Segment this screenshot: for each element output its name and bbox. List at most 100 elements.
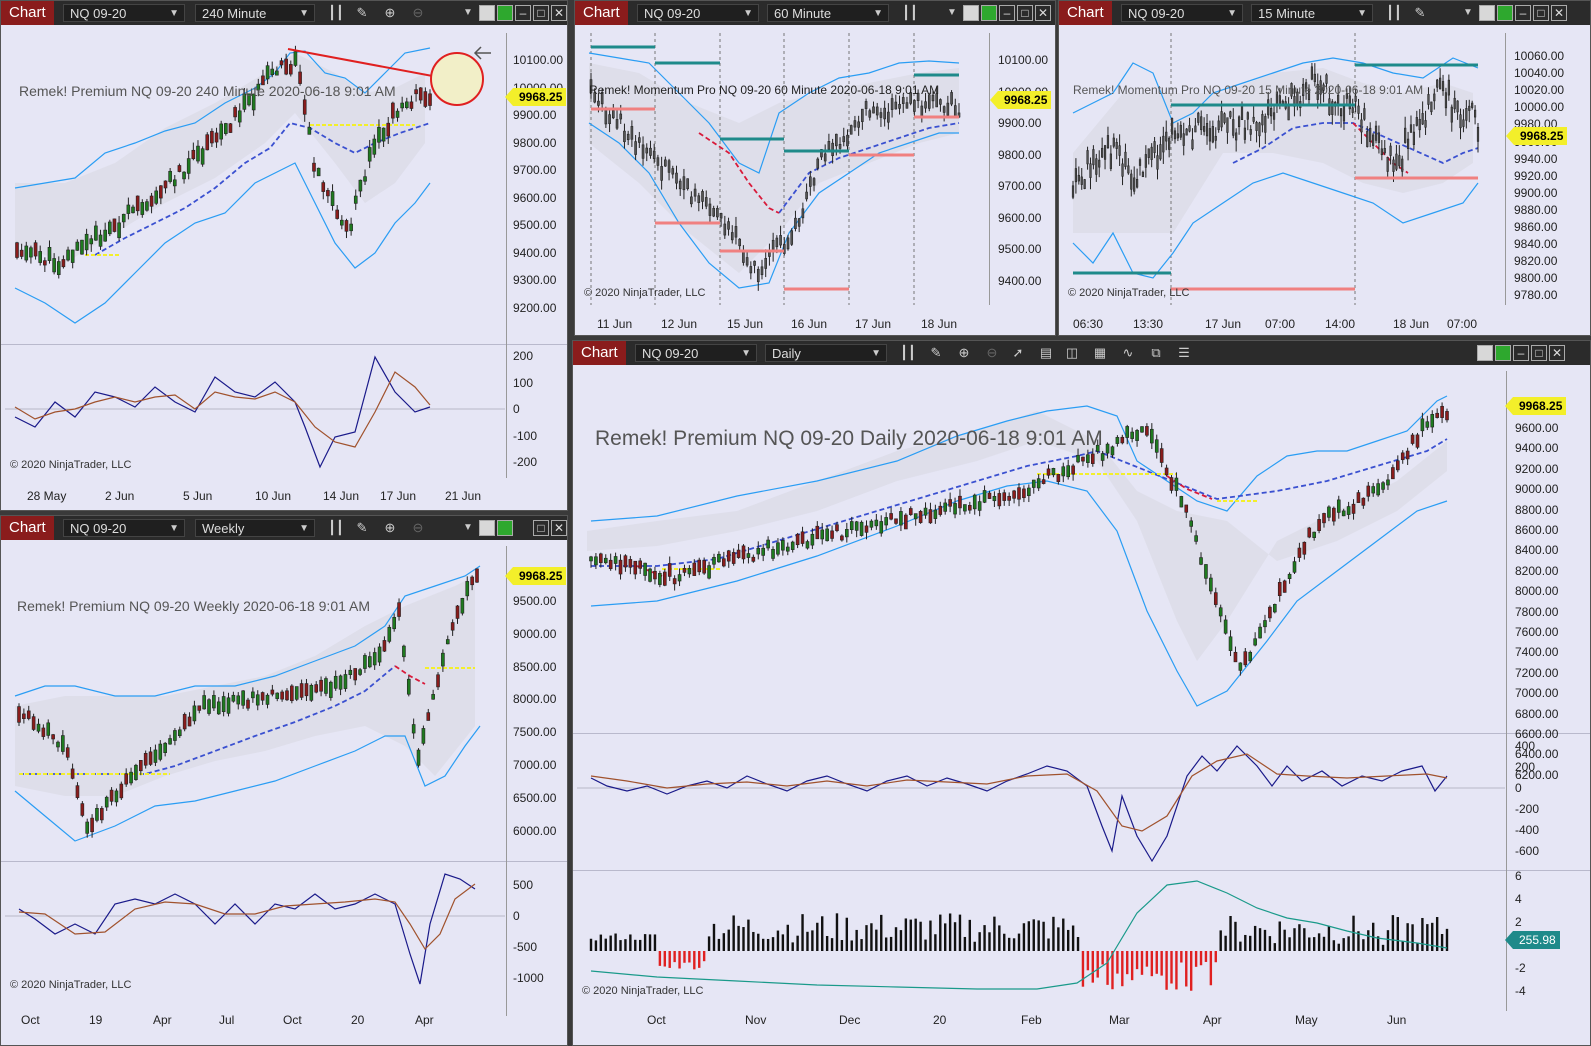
- bar-type-icon[interactable]: ┃┃: [1386, 5, 1402, 20]
- instrument-select[interactable]: NQ 09-20 ▼: [637, 4, 759, 22]
- window-option-button[interactable]: [1477, 345, 1493, 361]
- chevron-down-icon[interactable]: ▼: [463, 522, 473, 533]
- interval-select[interactable]: 240 Minute ▼: [195, 4, 315, 22]
- zoom-in-icon[interactable]: ⊕: [384, 5, 396, 20]
- draw-pencil-icon[interactable]: ✎: [356, 520, 368, 535]
- price-axis[interactable]: 9500.00 9000.00 8500.00 8000.00 7500.00 7000.…: [504, 546, 567, 1016]
- link-green-button[interactable]: [981, 5, 997, 21]
- maximize-button[interactable]: □: [1533, 5, 1549, 21]
- list-icon[interactable]: ☰: [1178, 345, 1190, 360]
- time-axis[interactable]: 11 Jun 12 Jun 15 Jun 16 Jun 17 Jun 18 Jun: [579, 315, 987, 333]
- zoom-in-icon[interactable]: ⊕: [384, 520, 396, 535]
- price-axis[interactable]: 10100.0010000.009900.009800.009700.00960…: [989, 33, 1055, 305]
- maximize-button[interactable]: □: [533, 520, 549, 536]
- link-green-button[interactable]: [497, 520, 513, 536]
- snapshot-icon[interactable]: ⧉: [1151, 345, 1161, 360]
- oscillator-panel[interactable]: [577, 736, 1505, 869]
- instrument-select[interactable]: NQ 09-20 ▼: [1121, 4, 1243, 22]
- histogram-panel[interactable]: © 2020 NinjaTrader, LLC: [577, 873, 1505, 1008]
- strategies-icon[interactable]: ▦: [1093, 345, 1107, 360]
- candle: [1120, 436, 1125, 444]
- histogram-bar: [702, 951, 706, 962]
- interval-select[interactable]: 15 Minute ▼: [1251, 4, 1373, 22]
- price-axis[interactable]: 10100.0010000.009900.009800.009700.00960…: [504, 33, 567, 478]
- zoom-out-icon[interactable]: ⊖: [986, 345, 998, 360]
- properties-icon[interactable]: ◫: [1065, 345, 1079, 360]
- histogram-bar: [1406, 923, 1409, 951]
- candle: [687, 568, 692, 575]
- chevron-down-icon[interactable]: ▼: [1463, 7, 1473, 18]
- osc-tick-label: 0: [513, 909, 520, 923]
- time-axis[interactable]: Oct 19 Apr Jul Oct 20 Apr: [5, 1011, 505, 1031]
- minimize-button[interactable]: –: [999, 5, 1015, 21]
- close-button[interactable]: ✕: [1549, 345, 1565, 361]
- candle: [1235, 132, 1238, 141]
- chevron-down-icon[interactable]: ▼: [947, 7, 957, 18]
- candle: [256, 83, 261, 91]
- bar-type-icon[interactable]: ┃┃: [902, 5, 918, 20]
- draw-pencil-icon[interactable]: ✎: [930, 345, 942, 360]
- interval-select[interactable]: Weekly ▼: [195, 519, 315, 537]
- histogram-bar: [634, 939, 637, 951]
- maximize-button[interactable]: □: [1531, 345, 1547, 361]
- price-axis[interactable]: 10060.00 10040.00 10020.00 10000.00 9980.00 9…: [1505, 33, 1590, 305]
- time-axis[interactable]: Oct Nov Dec 20 Feb Mar Apr May Jun: [577, 1011, 1505, 1031]
- minimize-button[interactable]: –: [1515, 5, 1531, 21]
- candle: [1077, 174, 1080, 182]
- window-option-button[interactable]: [479, 5, 495, 21]
- candle: [1105, 443, 1110, 454]
- link-green-button[interactable]: [497, 5, 513, 21]
- link-green-button[interactable]: [1495, 345, 1511, 361]
- link-green-button[interactable]: [1497, 5, 1513, 21]
- zoom-in-icon[interactable]: ⊕: [958, 345, 970, 360]
- bar-type-icon[interactable]: ┃┃: [328, 5, 344, 20]
- maximize-button[interactable]: □: [533, 5, 549, 21]
- time-axis[interactable]: 28 May 2 Jun 5 Jun 10 Jun 14 Jun 17 Jun 21 Jun: [5, 487, 505, 507]
- indicators-icon[interactable]: ∿: [1122, 345, 1134, 360]
- oscillator-panel[interactable]: © 2020 NinjaTrader, LLC: [5, 347, 505, 477]
- hist-tick-label: -2: [1515, 961, 1526, 975]
- instrument-select[interactable]: NQ 09-20 ▼: [635, 344, 757, 362]
- oscillator-panel[interactable]: © 2020 NinjaTrader, LLC: [5, 864, 505, 1009]
- interval-select[interactable]: Daily ▼: [765, 344, 887, 362]
- price-panel[interactable]: Remek! Premium NQ 09-20 Weekly 2020-06-1…: [5, 546, 505, 859]
- close-button[interactable]: ✕: [551, 5, 567, 21]
- maximize-button[interactable]: □: [1017, 5, 1033, 21]
- candle: [682, 568, 687, 573]
- chevron-down-icon[interactable]: ▼: [463, 7, 473, 18]
- candle: [939, 99, 942, 105]
- candle: [950, 92, 953, 105]
- chart-tab[interactable]: Chart: [1, 516, 54, 540]
- chart-tab[interactable]: Chart: [575, 1, 628, 25]
- chart-tab[interactable]: Chart: [1, 1, 54, 25]
- bar-type-icon[interactable]: ┃┃: [900, 345, 916, 360]
- chart-tab[interactable]: Chart: [1059, 1, 1112, 25]
- close-button[interactable]: ✕: [551, 520, 567, 536]
- draw-pencil-icon[interactable]: ✎: [356, 5, 368, 20]
- draw-pencil-icon[interactable]: ✎: [1414, 5, 1426, 20]
- minimize-button[interactable]: –: [515, 5, 531, 21]
- price-panel[interactable]: Remek! Momentum Pro NQ 09-20 60 Minute 2…: [579, 33, 987, 305]
- minimize-button[interactable]: –: [1513, 345, 1529, 361]
- zoom-out-icon[interactable]: ⊖: [412, 5, 424, 20]
- bar-type-icon[interactable]: ┃┃: [328, 520, 344, 535]
- time-axis[interactable]: 06:30 13:30 17 Jun 07:00 14:00 18 Jun 07:00: [1063, 315, 1503, 333]
- close-button[interactable]: ✕: [1035, 5, 1051, 21]
- window-option-button[interactable]: [963, 5, 979, 21]
- instrument-select[interactable]: NQ 09-20 ▼: [63, 4, 185, 22]
- window-option-button[interactable]: [479, 520, 495, 536]
- data-box-icon[interactable]: ▤: [1039, 345, 1053, 360]
- interval-select[interactable]: 60 Minute ▼: [767, 4, 889, 22]
- chart-tab[interactable]: Chart: [573, 341, 626, 365]
- candle: [1170, 118, 1174, 135]
- price-panel[interactable]: Remek! Momentum Pro NQ 09-20 15 Minute 2…: [1063, 33, 1503, 305]
- price-panel[interactable]: Remek! Premium NQ 09-20 Daily 2020-06-18…: [577, 371, 1505, 731]
- close-button[interactable]: ✕: [1551, 5, 1567, 21]
- candle: [942, 106, 946, 113]
- price-axis[interactable]: 9600.00 9400.00 9200.00 9000.00 8800.00 8600.…: [1504, 371, 1590, 1011]
- zoom-out-icon[interactable]: ⊖: [412, 520, 424, 535]
- pointer-icon[interactable]: ➚: [1012, 345, 1024, 360]
- window-option-button[interactable]: [1479, 5, 1495, 21]
- instrument-select[interactable]: NQ 09-20 ▼: [63, 519, 185, 537]
- price-panel[interactable]: Remek! Premium NQ 09-20 240 Minute 2020-…: [5, 33, 505, 343]
